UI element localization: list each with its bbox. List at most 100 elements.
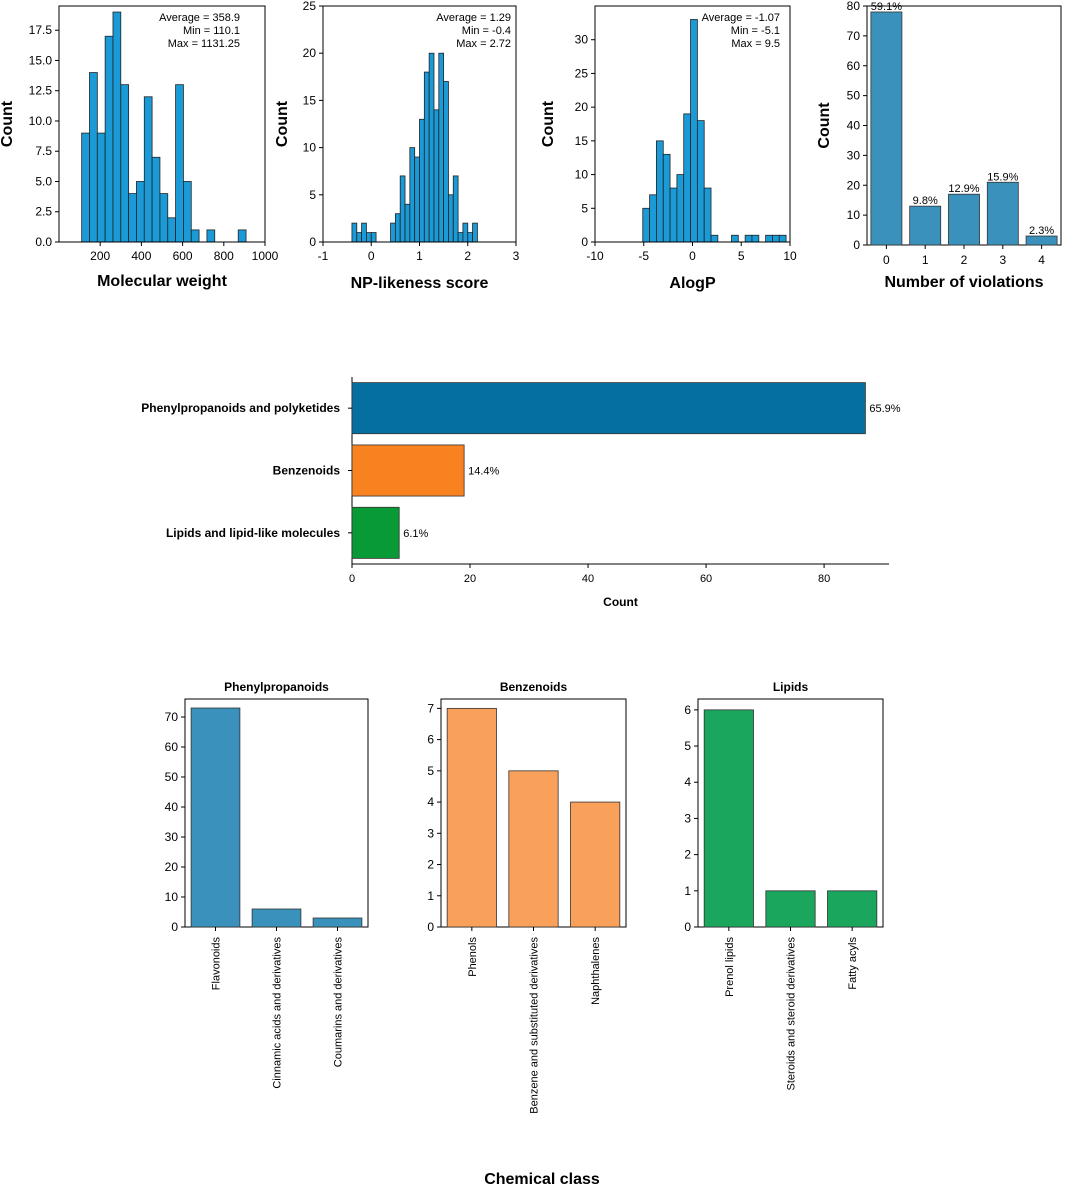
mw-bar (112, 11, 122, 243)
mw-bar (128, 193, 137, 243)
class-data-label: 6.1% (403, 528, 428, 540)
violations-y-tick-label: 40 (847, 119, 861, 133)
alogp-x-tick-label: 5 (738, 249, 745, 263)
lipid-category-label: Fatty acyls (847, 937, 859, 990)
class-data-label: 65.9% (869, 403, 900, 415)
class-category-label: Lipids and lipid-like molecules (166, 526, 340, 540)
alogp-bar (669, 187, 678, 243)
np-bar (351, 222, 358, 243)
np-bar (394, 213, 401, 243)
np-bar (404, 203, 411, 243)
alogp-x-tick-label: -10 (586, 249, 604, 263)
phenyl-chart-title: Phenylpropanoids (224, 680, 329, 694)
violations-y-axis-label: Count (816, 102, 833, 149)
lipid-y-tick-label: 1 (684, 884, 691, 898)
violations-data-label: 59.1% (871, 1, 902, 13)
mw-stat-text: Average = 358.9 (159, 12, 240, 24)
alogp-stat-text: Average = -1.07 (702, 12, 780, 24)
np-x-tick-label: 3 (513, 249, 520, 263)
classes-x-axis-label: Count (603, 595, 638, 609)
np-bar (462, 222, 469, 243)
alogp-bar (772, 234, 780, 243)
mw-bar (183, 181, 192, 243)
classes-x-tick-label: 20 (464, 573, 476, 585)
mw-bar (159, 193, 169, 243)
violations-data-label: 12.9% (948, 183, 979, 195)
classes-x-tick-label: 80 (818, 573, 830, 585)
violations-y-tick-label: 60 (847, 59, 861, 73)
np-x-tick-label: 2 (464, 249, 471, 263)
class-bar (351, 382, 866, 435)
lipid-bar (765, 890, 816, 928)
phenyl-subclass-chart: Phenylpropanoids Flavonoids Cinnamic acids… (165, 680, 369, 1089)
phenyl-y-tick-label: 40 (165, 800, 179, 814)
phenyl-bar (190, 707, 241, 928)
alogp-bar (690, 19, 698, 243)
np-bar (366, 232, 372, 243)
mw-y-tick-label: 2.5 (35, 205, 52, 219)
lipid-category-label: Prenol lipids (724, 937, 736, 997)
mw-y-tick-label: 5.0 (35, 174, 52, 188)
violations-x-tick-label: 0 (883, 253, 890, 267)
benz-category-label: Naphthalenes (590, 937, 602, 1005)
mw-y-tick-label: 10.0 (29, 114, 53, 128)
mw-x-tick-label: 600 (173, 249, 193, 263)
violations-data-label: 9.8% (913, 195, 938, 207)
np-bar (361, 222, 367, 243)
mw-y-axis-label: Count (0, 100, 16, 147)
chemical-class-label: Chemical class (484, 1171, 600, 1186)
alogp-bar (710, 234, 719, 243)
lipid-y-tick-label: 6 (684, 703, 691, 717)
alogp-bar (642, 207, 651, 243)
violations-data-label: 2.3% (1029, 225, 1054, 237)
alogp-bar (744, 234, 753, 243)
lipid-y-tick-label: 4 (684, 775, 691, 789)
violations-data-label: 15.9% (987, 171, 1018, 183)
mw-y-tick-label: 7.5 (35, 144, 52, 158)
np-stat-text: Average = 1.29 (436, 12, 511, 24)
phenyl-y-tick-label: 50 (165, 770, 179, 784)
classes-x-tick-label: 0 (349, 573, 355, 585)
alogp-x-tick-label: 10 (783, 249, 797, 263)
np-x-tick-label: -1 (318, 249, 329, 263)
class-category-label: Phenylpropanoids and polyketides (141, 401, 340, 415)
violations-x-axis-label: Number of violations (884, 274, 1043, 291)
alogp-x-tick-label: -5 (638, 249, 649, 263)
np-bar (472, 222, 478, 243)
alogp-stat-text: Max = 9.5 (731, 38, 780, 50)
alogp-y-tick-label: 15 (575, 134, 589, 148)
benz-category-label: Phenols (467, 937, 479, 977)
benz-bar (570, 801, 621, 928)
alogp-bar (662, 153, 671, 243)
alogp-bar (696, 120, 705, 243)
mw-bar (151, 156, 161, 243)
alogp-x-axis-label: AlogP (669, 275, 716, 292)
phenyl-category-label: Cinnamic acids and derivatives (272, 937, 284, 1089)
np-y-tick-label: 0 (309, 235, 316, 249)
alogp-y-axis-label: Count (540, 100, 557, 147)
lipid-bar (703, 709, 754, 928)
alogp-bar (778, 234, 787, 243)
benz-y-tick-label: 1 (427, 889, 434, 903)
alogp-bar (683, 113, 691, 243)
phenyl-y-tick-label: 70 (165, 710, 179, 724)
np-bar (452, 175, 459, 243)
alogp-bar (751, 234, 760, 243)
violations-y-tick-label: 30 (847, 148, 861, 162)
np-bar (457, 232, 464, 243)
phenyl-category-label: Flavonoids (211, 937, 223, 991)
np-bar (370, 232, 377, 243)
np-bar (438, 52, 445, 243)
mw-bar (143, 96, 153, 243)
mw-bar (167, 217, 176, 243)
alogp-histogram: -10 -5 0 5 10 0 5 10 15 20 25 30 AlogP Count Average =… (540, 5, 797, 292)
mw-bar (136, 181, 145, 243)
mw-stat-text: Min = 110.1 (183, 25, 240, 37)
violations-bar (986, 181, 1019, 246)
mw-stat-text: Max = 1131.25 (168, 38, 240, 50)
alogp-y-tick-label: 30 (575, 33, 589, 47)
benz-bar (508, 770, 559, 928)
np-bar (433, 109, 440, 243)
np-x-axis-label: NP-likeness score (351, 275, 489, 292)
